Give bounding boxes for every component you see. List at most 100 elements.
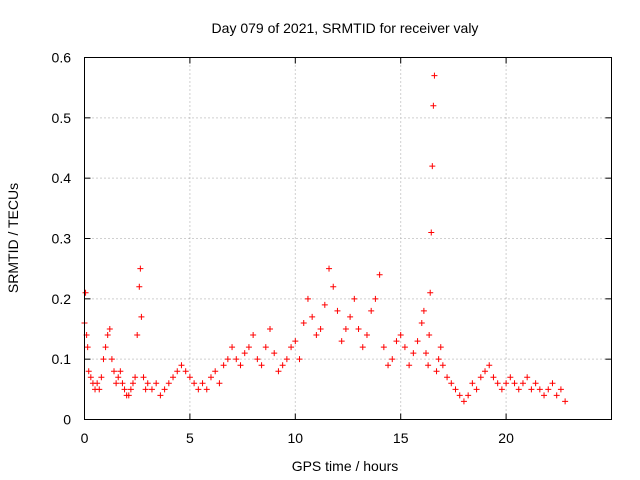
data-point	[503, 380, 510, 387]
data-point	[482, 368, 489, 375]
data-point	[452, 386, 459, 393]
data-point	[237, 362, 244, 369]
y-tick-label: 0	[63, 412, 71, 428]
data-point	[511, 380, 518, 387]
data-point	[191, 380, 198, 387]
data-point	[111, 368, 118, 375]
data-point	[233, 356, 240, 363]
data-point	[121, 386, 128, 393]
data-point	[138, 313, 145, 320]
data-point	[385, 362, 392, 369]
data-point	[410, 350, 417, 357]
data-point	[425, 362, 432, 369]
y-tick-label: 0.1	[52, 351, 72, 367]
data-point	[250, 332, 257, 339]
data-point	[220, 362, 227, 369]
data-point	[117, 368, 124, 375]
data-point	[125, 392, 132, 399]
x-tick-label: 0	[81, 430, 89, 446]
data-point	[271, 350, 278, 357]
data-point	[216, 380, 223, 387]
y-axis-label: SRMTID / TECUs	[5, 183, 21, 293]
data-point	[519, 380, 526, 387]
data-point	[195, 386, 202, 393]
data-point	[134, 332, 141, 339]
data-point	[494, 380, 501, 387]
data-point	[448, 380, 455, 387]
data-point	[106, 326, 113, 332]
data-point	[224, 356, 231, 363]
data-point	[553, 392, 560, 399]
data-point	[170, 374, 177, 381]
x-tick-label: 10	[288, 430, 304, 446]
data-point	[418, 319, 425, 326]
data-point	[532, 380, 539, 387]
data-point	[229, 344, 236, 351]
data-point	[507, 374, 514, 381]
data-point	[351, 295, 358, 302]
data-point	[254, 356, 261, 363]
axis-ticks: 0 5 10 15 20 0 0.1 0.2 0.3 0.4 0.5 0.6	[52, 50, 612, 446]
data-point	[85, 368, 92, 375]
data-point	[368, 307, 375, 314]
data-point	[309, 313, 316, 320]
data-point	[363, 332, 370, 339]
data-point	[182, 368, 189, 375]
data-point	[140, 374, 147, 381]
data-point	[153, 380, 160, 387]
data-point	[267, 326, 274, 332]
data-point	[435, 356, 442, 363]
y-tick-label: 0.6	[52, 50, 72, 66]
data-point	[279, 362, 286, 369]
data-point	[427, 289, 434, 296]
y-tick-label: 0.4	[52, 170, 72, 186]
data-point	[490, 374, 497, 381]
data-point	[397, 332, 404, 339]
data-point	[262, 344, 269, 351]
data-point	[87, 374, 94, 381]
data-point	[444, 374, 451, 381]
data-point	[469, 380, 476, 387]
data-point	[437, 344, 444, 351]
data-point	[393, 338, 400, 345]
data-point	[199, 380, 206, 387]
data-point	[296, 356, 303, 363]
data-point	[207, 374, 214, 381]
data-point	[136, 283, 143, 290]
data-point	[313, 332, 320, 339]
data-points	[81, 72, 569, 405]
data-point	[430, 102, 437, 109]
data-point	[300, 319, 307, 326]
data-point	[283, 356, 290, 363]
data-point	[431, 72, 438, 79]
data-point	[84, 344, 91, 351]
data-point	[528, 386, 535, 393]
data-point	[275, 368, 282, 375]
data-point	[422, 350, 429, 357]
data-point	[486, 362, 493, 369]
data-point	[288, 344, 295, 351]
x-axis-label: GPS time / hours	[292, 458, 399, 474]
data-point	[108, 356, 115, 363]
data-point	[401, 344, 408, 351]
data-point	[541, 392, 548, 399]
data-point	[498, 386, 505, 393]
data-point	[245, 344, 252, 351]
data-point	[428, 229, 435, 236]
data-point	[258, 362, 265, 369]
data-point	[102, 344, 109, 351]
data-point	[372, 295, 379, 302]
data-point	[104, 332, 111, 339]
data-point	[473, 386, 480, 393]
x-tick-label: 15	[393, 430, 409, 446]
data-point	[426, 332, 433, 339]
data-point	[144, 380, 151, 387]
y-tick-label: 0.5	[52, 110, 72, 126]
data-point	[562, 398, 569, 405]
grid	[84, 57, 612, 420]
data-point	[406, 362, 413, 369]
y-tick-label: 0.2	[52, 291, 72, 307]
data-point	[376, 271, 383, 278]
data-point	[203, 386, 210, 393]
data-point	[420, 307, 427, 314]
